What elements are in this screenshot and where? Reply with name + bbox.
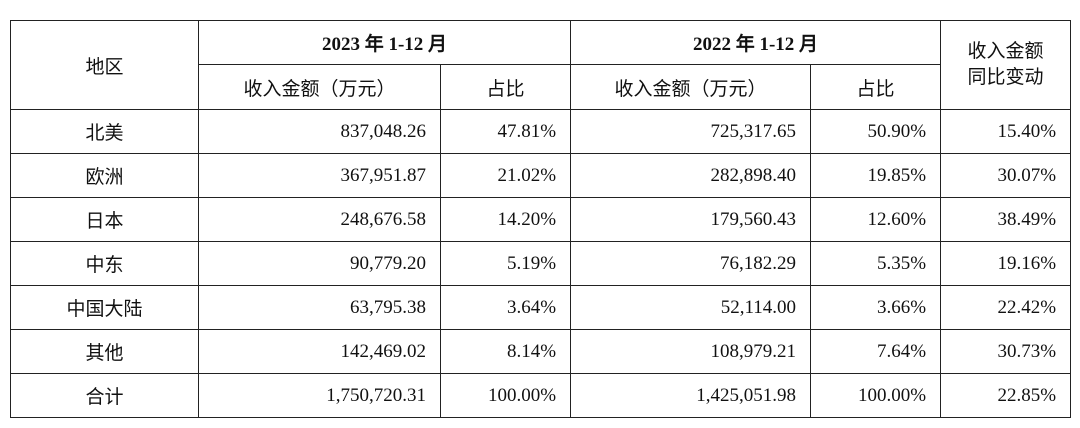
value-cell: 367,951.87: [198, 153, 441, 198]
value-cell: 63,795.38: [198, 285, 441, 330]
header-cell: 2022 年 1-12 月: [570, 20, 942, 65]
value-cell: 5.19%: [439, 241, 572, 286]
region-cell: 北美: [10, 109, 199, 154]
table-row: 北美 837,048.26 47.81% 725,317.65 50.90% 15.40%: [10, 109, 1072, 154]
region-cell: 中东: [10, 241, 199, 286]
table-row: 其他 142,469.02 8.14% 108,979.21 7.64% 30.73%: [10, 329, 1072, 374]
header-cell: 收入金额（万元）: [570, 64, 812, 110]
value-cell: 21.02%: [439, 153, 572, 198]
region-cell: 其他: [10, 329, 199, 374]
header-cell: 收入金额 同比变动: [940, 20, 1072, 110]
header-cell: 地区: [10, 20, 199, 110]
header-cell: 收入金额（万元）: [198, 64, 441, 110]
value-cell: 248,676.58: [198, 197, 441, 242]
value-cell: 30.07%: [940, 153, 1072, 198]
table-row: 中东 90,779.20 5.19% 76,182.29 5.35% 19.16%: [10, 241, 1072, 286]
header-cell: 占比: [810, 64, 942, 110]
table-row: 欧洲 367,951.87 21.02% 282,898.40 19.85% 30.07%: [10, 153, 1072, 198]
region-cell: 欧洲: [10, 153, 199, 198]
value-cell: 3.66%: [810, 285, 942, 330]
value-cell: 14.20%: [439, 197, 572, 242]
value-cell: 76,182.29: [570, 241, 812, 286]
value-cell: 52,114.00: [570, 285, 812, 330]
revenue-table: 地区 2023 年 1-12 月 2022 年 1-12 月 收入金额 同比变动…: [10, 20, 1072, 418]
region-cell: 中国大陆: [10, 285, 199, 330]
header-cell: 2023 年 1-12 月: [197, 20, 572, 65]
value-cell: 50.90%: [810, 109, 942, 154]
value-cell: 8.14%: [439, 329, 572, 374]
value-cell: 47.81%: [439, 109, 572, 154]
table-row: 中国大陆 63,795.38 3.64% 52,114.00 3.66% 22.42%: [10, 285, 1072, 330]
value-cell: 12.60%: [810, 197, 942, 242]
value-cell: 30.73%: [940, 329, 1072, 374]
value-cell: 22.42%: [940, 285, 1072, 330]
value-cell: 282,898.40: [570, 153, 812, 198]
value-cell: 1,425,051.98: [570, 373, 812, 418]
value-cell: 15.40%: [940, 109, 1072, 154]
value-cell: 38.49%: [940, 197, 1072, 242]
value-cell: 725,317.65: [570, 109, 812, 154]
value-cell: 7.64%: [810, 329, 942, 374]
value-cell: 108,979.21: [570, 329, 812, 374]
value-cell: 179,560.43: [570, 197, 812, 242]
value-cell: 5.35%: [810, 241, 942, 286]
header-cell: 占比: [439, 64, 572, 110]
value-cell: 100.00%: [439, 373, 572, 418]
header-line: 同比变动: [967, 67, 1044, 88]
value-cell: 3.64%: [439, 285, 572, 330]
region-cell: 日本: [10, 197, 199, 242]
value-cell: 19.85%: [810, 153, 942, 198]
table-row: 合计 1,750,720.31 100.00% 1,425,051.98 100.00%…: [10, 373, 1072, 418]
value-cell: 1,750,720.31: [198, 373, 441, 418]
header-line: 收入金额: [967, 41, 1044, 62]
value-cell: 22.85%: [940, 373, 1072, 418]
value-cell: 19.16%: [940, 241, 1072, 286]
value-cell: 90,779.20: [198, 241, 441, 286]
value-cell: 142,469.02: [198, 329, 441, 374]
table-body: 北美 837,048.26 47.81% 725,317.65 50.90% 15.40%…: [10, 109, 1072, 418]
value-cell: 837,048.26: [198, 109, 441, 154]
table-row: 日本 248,676.58 14.20% 179,560.43 12.60% 38.49%: [10, 197, 1072, 242]
value-cell: 100.00%: [810, 373, 942, 418]
region-cell: 合计: [10, 373, 199, 418]
